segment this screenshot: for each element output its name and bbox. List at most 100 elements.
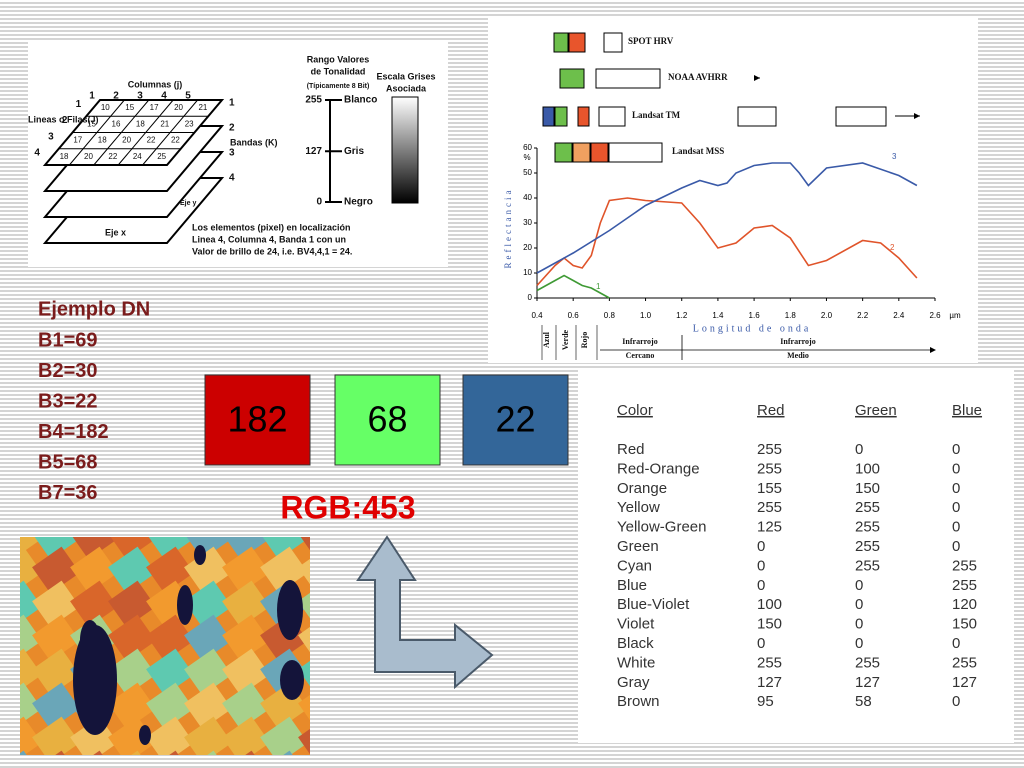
sensor-arrow-head [754, 75, 760, 81]
field [32, 537, 80, 560]
water-body [80, 620, 100, 660]
table-cell: 0 [952, 480, 960, 497]
table-cell: 0 [855, 441, 863, 458]
gray-label: Negro [344, 197, 373, 208]
field [222, 580, 270, 628]
axis-y: Eje y [180, 200, 196, 207]
table-cell: 255 [757, 460, 782, 477]
table-cell: 58 [855, 693, 872, 710]
field [70, 546, 118, 594]
reflectance-curve [536, 274, 610, 299]
table-cell: 255 [952, 577, 977, 594]
range-arrow-head [930, 347, 936, 353]
series-label: 2 [890, 243, 895, 252]
y-tick-label: 30 [523, 218, 532, 227]
table-cell: 255 [757, 654, 782, 671]
gray-title: de Tonalidad [311, 66, 366, 76]
rows-label: Lineas o Filas(J) [28, 114, 99, 124]
x-tick-label: 0.6 [568, 311, 580, 320]
table-header: Color [617, 402, 653, 419]
grid-line [117, 99, 174, 166]
grid-value: 24 [133, 152, 142, 161]
row-number: 2 [62, 115, 68, 126]
field [146, 648, 194, 696]
table-cell: 150 [757, 616, 782, 633]
reflectance-curve [536, 197, 918, 287]
table-cell: 0 [952, 441, 960, 458]
sensor-name: Landsat TM [632, 110, 681, 120]
field [32, 716, 80, 755]
field [20, 546, 42, 594]
axis-x: Eje x [105, 227, 126, 237]
table-cell: 0 [757, 635, 765, 652]
sensor-band [554, 106, 568, 127]
field [222, 614, 270, 662]
gray-value: 127 [305, 146, 322, 157]
rgb-label: RGB:453 [280, 489, 415, 525]
table-cell: 0 [952, 499, 960, 516]
table-cell: Blue-Violet [617, 596, 690, 613]
table-cell: 0 [952, 538, 960, 555]
field [222, 682, 270, 730]
grid-value: 18 [60, 152, 69, 161]
x-tick-label: 1.0 [640, 311, 652, 320]
sensor-name: Landsat MSS [672, 146, 724, 156]
table-cell: 0 [757, 557, 765, 574]
region-label: Verde [561, 329, 570, 350]
field [184, 614, 232, 662]
table-cell: 150 [855, 480, 880, 497]
sensor-band [598, 106, 626, 127]
grid-value: 25 [157, 152, 166, 161]
x-tick-label: 1.4 [712, 311, 724, 320]
table-cell: Red [617, 441, 645, 458]
sensor-band [554, 142, 573, 163]
example-item: B4=182 [38, 421, 109, 443]
gray-label: Blanco [344, 95, 377, 106]
field [108, 580, 156, 628]
table-cell: 0 [855, 616, 863, 633]
column-number: 4 [161, 91, 167, 102]
gray-subtitle: (Típicamente 8 Bit) [307, 83, 370, 90]
grid-value: 22 [147, 136, 156, 145]
table-cell: 255 [855, 538, 880, 555]
grid-line [142, 99, 198, 166]
series-label: 3 [892, 152, 897, 161]
example-title: Ejemplo DN [38, 298, 150, 320]
gray-label: Gris [344, 146, 364, 157]
field [20, 648, 42, 696]
field [184, 648, 232, 696]
grid-value: 22 [108, 152, 117, 161]
y-tick-label: 50 [523, 168, 532, 177]
column-number: 3 [137, 91, 143, 102]
columns-label: Columnas (j) [128, 79, 183, 89]
water-body [277, 580, 303, 640]
table-cell: 0 [757, 538, 765, 555]
grid-value: 17 [73, 136, 82, 145]
gray-title: Rango Valores [307, 54, 370, 64]
sensor-band [595, 68, 661, 89]
sensor-arrow-head [914, 113, 920, 119]
field [146, 716, 194, 755]
x-tick-label: 1.6 [749, 311, 761, 320]
field [184, 546, 232, 594]
caption: Linea 4, Columna 4, Banda 1 con un [192, 234, 346, 244]
example-item: B1=69 [38, 329, 98, 351]
y-unit: % [523, 153, 530, 162]
region-label: Rojo [580, 332, 589, 348]
table-cell: 255 [757, 499, 782, 516]
field [20, 716, 42, 755]
field [32, 648, 80, 696]
sensor-band [737, 106, 777, 127]
rgb-value: 22 [495, 399, 535, 440]
ir-mid: Infrarrojo [780, 337, 815, 346]
sensor-band [553, 32, 569, 53]
sensor-band [603, 32, 623, 53]
table-cell: 0 [757, 577, 765, 594]
grid-value: 20 [174, 103, 183, 112]
caption: Los elementos (pixel) en localización [192, 222, 351, 232]
sensor-band [568, 32, 586, 53]
field [108, 546, 156, 594]
x-label: Longitud de onda [693, 323, 812, 334]
sensor-band [559, 68, 585, 89]
